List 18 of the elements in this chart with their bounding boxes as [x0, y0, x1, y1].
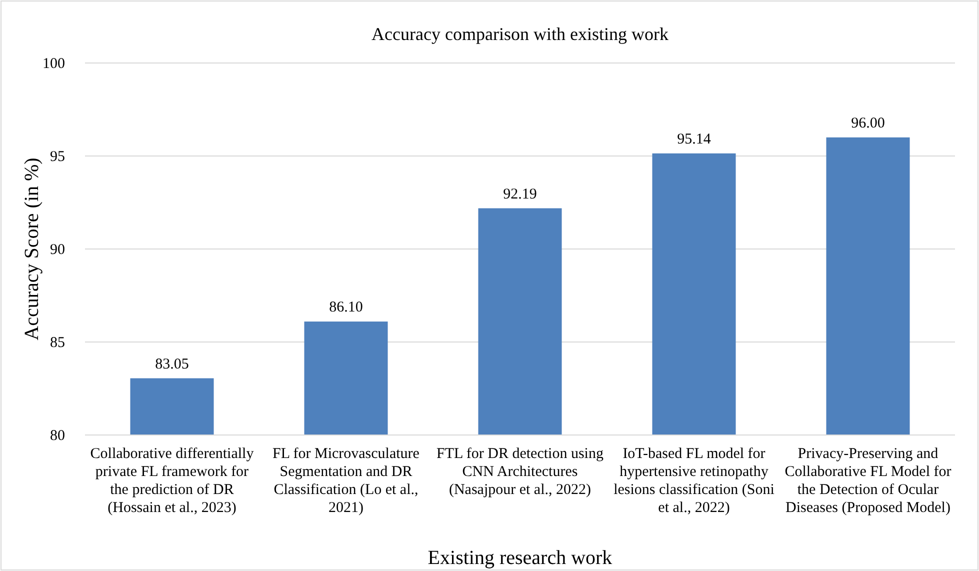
- data-label: 92.19: [503, 186, 537, 202]
- y-axis-title: Accuracy Score (in %): [21, 158, 43, 340]
- x-tick-label: FTL for DR detection using CNN Architectures (Nasajpour et al., 2022): [436, 446, 604, 498]
- x-axis-title: Existing research work: [428, 547, 612, 569]
- data-label: 95.14: [677, 131, 712, 148]
- x-tick-label: Privacy-Preserving and Collaborative FL Model for the Detection of Ocular Diseases (Proposed Model): [784, 446, 952, 516]
- x-tick-label: Collaborative differentially private FL framework for the prediction of DR (Hossain et al., 2023): [90, 446, 254, 516]
- data-label: 86.10: [329, 300, 363, 316]
- y-tick-label: 95: [50, 149, 65, 165]
- x-tick-label: IoT-based FL model for hypertensive retinopathy lesions classification (Soni et al., 2022): [614, 446, 774, 516]
- data-label: 96.00: [851, 115, 885, 132]
- y-tick-label: 100: [42, 56, 65, 72]
- y-tick-label: 85: [50, 335, 65, 351]
- chart-title: Accuracy comparison with existing work: [372, 24, 668, 44]
- data-label: 83.05: [155, 356, 189, 372]
- x-tick-label: FL for Microvasculature Segmentation and DR Classification (Lo et al., 2021): [272, 446, 420, 516]
- y-tick-label: 90: [50, 242, 65, 258]
- y-tick-label: 80: [50, 428, 65, 444]
